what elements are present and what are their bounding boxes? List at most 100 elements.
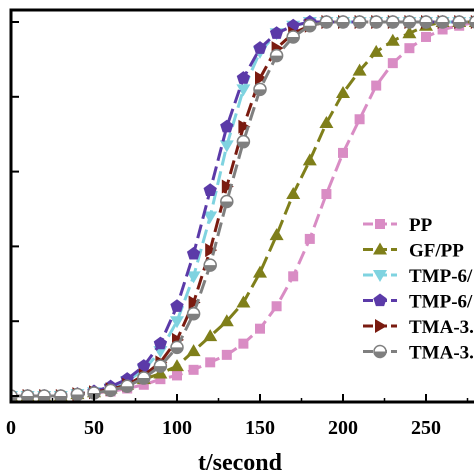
data-point [54,389,68,402]
data-point [302,153,317,166]
data-point [20,389,35,402]
data-point [170,316,184,329]
data-point [269,228,284,241]
legend-marker [373,344,387,359]
data-point [236,134,251,149]
data-point [387,58,398,69]
data-point [188,364,199,375]
data-point [186,306,201,321]
legend-label: TMA-3. [409,317,474,338]
x-tick-label: 200 [328,417,358,439]
legend-label: PP [409,215,433,236]
x-tick-label: 150 [245,417,275,439]
legend-marker [375,319,387,333]
data-point [402,26,417,39]
data-point [437,24,448,35]
legend-label: TMP-6/ [409,292,473,313]
data-point [271,301,282,312]
data-point [203,183,217,196]
x-tick-label: 250 [411,417,441,439]
ticks: 0 50 100 150 200 250 [6,21,469,439]
data-point [253,265,267,278]
data-point [137,371,151,385]
legend-label: TMA-3. [409,343,474,364]
data-point [386,15,400,29]
data-point [205,243,218,258]
data-point [288,271,299,282]
data-point [203,329,218,342]
data-point [452,15,466,29]
data-point [170,299,184,312]
x-tick-label: 50 [84,417,104,439]
legend-label: GF/PP [409,241,464,262]
data-point [321,189,332,200]
data-point [220,119,234,133]
legend-entry: TMP-6/ [363,266,473,287]
plot-frame [9,8,474,404]
legend-marker [375,219,385,229]
legend-marker [373,242,387,255]
legend-entry: GF/PP [363,241,464,262]
data-point [255,71,267,86]
data-point [236,71,251,84]
data-point [369,15,383,29]
data-point [253,41,267,54]
data-point [238,119,251,134]
data-point [255,323,265,334]
legend-entry: TMA-3. [363,343,474,364]
data-point [236,295,251,308]
data-point [385,33,400,46]
data-point [304,233,315,244]
data-point [338,147,348,158]
x-tick-label: 0 [6,417,16,439]
data-point [137,359,151,372]
data-point [221,179,234,194]
data-point [219,314,234,327]
data-point [336,15,350,29]
data-point [469,15,474,29]
data-point [371,80,382,91]
legend: PP GF/PP TMP-6/TMP-6/TMA-3. TMA-3. [363,215,474,364]
data-point [170,340,184,355]
data-point [188,295,201,310]
data-point [352,63,367,76]
data-point [186,271,201,284]
data-point [153,359,168,373]
data-point [402,15,417,29]
data-point [435,15,450,29]
legend-entry: TMP-6/ [363,292,473,313]
data-point [286,187,301,200]
data-point [172,370,182,381]
data-point [236,84,251,97]
legend-entry: PP [363,215,433,236]
series-layer [11,15,474,402]
data-point [120,379,134,394]
data-point [269,26,284,39]
data-point [286,30,300,44]
data-point [319,115,334,128]
data-point [37,389,51,402]
data-point [352,15,367,29]
data-point [70,387,85,402]
data-point [336,86,350,99]
data-point [221,349,232,360]
axes [9,8,474,404]
x-axis-title: t/second [198,450,283,474]
data-point [419,15,433,29]
legend-entry: TMA-3. [363,317,474,338]
data-point [103,383,118,398]
data-point [220,194,234,209]
data-point [269,48,284,63]
data-point [354,114,365,125]
data-point [203,258,217,272]
data-point [319,15,334,29]
data-point [203,211,218,224]
data-point [219,140,234,153]
legend-marker [373,270,387,282]
legend-label: TMP-6/ [409,266,473,287]
data-point [421,31,431,42]
data-point [238,338,249,349]
data-point [253,82,267,97]
data-point [303,18,317,33]
